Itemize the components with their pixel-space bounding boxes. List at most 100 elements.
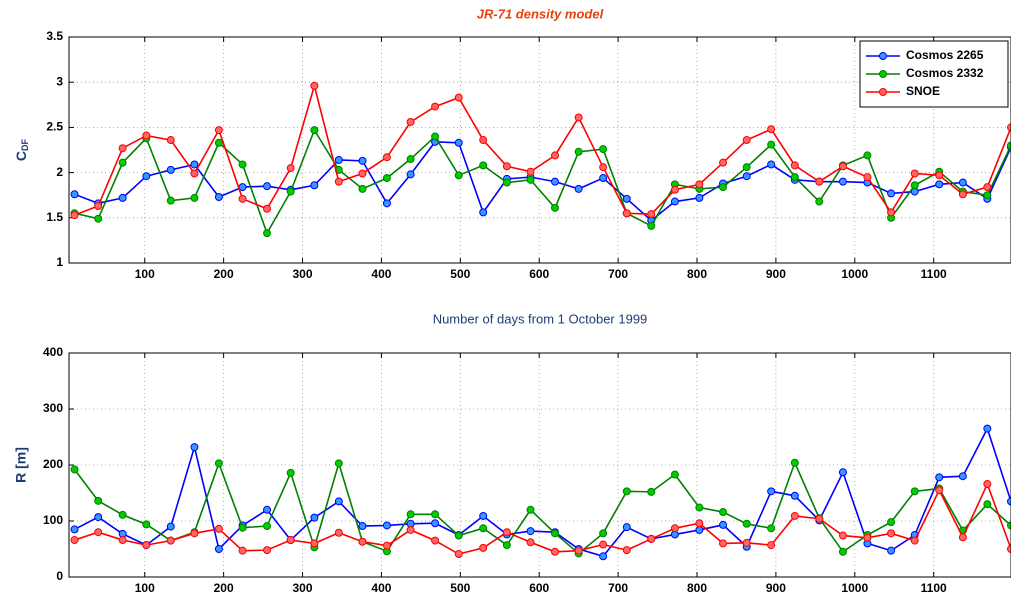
x-tick-label: 1000: [841, 581, 868, 595]
data-point: [166, 196, 175, 205]
data-point: [454, 531, 463, 540]
axes-box: [68, 352, 1011, 578]
data-point: [767, 125, 776, 134]
data-point: [190, 193, 199, 202]
data-point: [526, 167, 535, 176]
data-point: [431, 519, 440, 528]
data-point: [742, 163, 751, 172]
y-axis-label: R [m]: [13, 447, 29, 483]
data-point: [454, 550, 463, 559]
data-point: [214, 126, 223, 135]
data-point: [431, 536, 440, 545]
y-tick-label: 2.5: [46, 120, 63, 134]
data-point: [910, 487, 919, 496]
data-point: [479, 208, 488, 217]
data-point: [983, 500, 992, 509]
data-point: [190, 443, 199, 452]
data-point: [118, 536, 127, 545]
data-point: [382, 153, 391, 162]
data-point: [238, 194, 247, 203]
legend-marker: [879, 88, 887, 96]
data-point: [622, 523, 631, 532]
data-point: [310, 81, 319, 90]
data-point: [622, 546, 631, 555]
data-point: [815, 514, 824, 523]
data-point: [238, 523, 247, 532]
x-tick-label: 800: [687, 581, 707, 595]
x-tick-label: 600: [529, 581, 549, 595]
y-label-main: C: [13, 151, 29, 161]
data-point: [406, 155, 415, 164]
data-point: [94, 528, 103, 537]
series-line: [74, 128, 1011, 236]
data-point: [214, 545, 223, 553]
data-point: [958, 190, 967, 199]
data-point: [286, 164, 295, 173]
data-point: [526, 505, 535, 514]
data-point: [526, 538, 535, 547]
data-point: [118, 193, 127, 202]
data-point: [647, 221, 656, 230]
data-point: [719, 508, 728, 517]
data-point: [94, 214, 103, 223]
data-point: [767, 524, 776, 533]
data-point: [742, 172, 751, 181]
y-tick-label: 200: [43, 457, 63, 471]
plot-clip: [70, 424, 1011, 561]
x-tick-label: 900: [766, 267, 786, 281]
data-point: [574, 546, 583, 555]
data-point: [574, 147, 583, 156]
data-point: [790, 161, 799, 170]
data-point: [382, 174, 391, 183]
data-point: [479, 136, 488, 145]
data-point: [695, 519, 704, 528]
data-point: [286, 187, 295, 196]
data-point: [190, 160, 199, 169]
data-point: [670, 470, 679, 479]
data-point: [382, 541, 391, 550]
data-point: [406, 510, 415, 519]
data-point: [263, 546, 272, 555]
x-tick-label: 1000: [841, 267, 868, 281]
data-point: [790, 458, 799, 467]
x-tick-label: 400: [371, 267, 391, 281]
data-point: [334, 177, 343, 186]
data-point: [1007, 545, 1011, 553]
y-tick-label: 3: [56, 74, 63, 88]
data-point: [94, 513, 103, 522]
x-tick-label: 100: [135, 267, 155, 281]
data-point: [983, 424, 992, 433]
data-point: [382, 199, 391, 208]
data-point: [983, 183, 992, 192]
data-point: [790, 511, 799, 520]
x-tick-label: 900: [766, 581, 786, 595]
data-point: [935, 473, 944, 482]
x-tick-label: 200: [214, 267, 234, 281]
data-point: [406, 170, 415, 179]
data-point: [887, 518, 896, 527]
data-point: [935, 171, 944, 180]
data-point: [479, 161, 488, 170]
data-point: [742, 538, 751, 547]
data-point: [790, 173, 799, 182]
x-tick-label: 500: [450, 581, 470, 595]
data-point: [622, 487, 631, 496]
x-axis-label: Number of days from 1 October 1999: [433, 311, 648, 326]
data-point: [263, 182, 272, 191]
data-point: [406, 117, 415, 126]
x-tick-label: 700: [608, 581, 628, 595]
x-tick-label: 1100: [921, 267, 947, 281]
y-tick-label: 400: [43, 345, 63, 359]
data-point: [479, 524, 488, 533]
data-point: [286, 468, 295, 477]
x-tick-label: 500: [450, 267, 470, 281]
data-point: [742, 136, 751, 145]
data-point: [887, 546, 896, 555]
legend-label: Cosmos 2265: [906, 48, 984, 62]
data-point: [310, 539, 319, 548]
data-point: [647, 210, 656, 219]
data-point: [70, 536, 79, 545]
data-point: [719, 539, 728, 548]
data-point: [526, 175, 535, 184]
legend-label: SNOE: [906, 84, 940, 98]
